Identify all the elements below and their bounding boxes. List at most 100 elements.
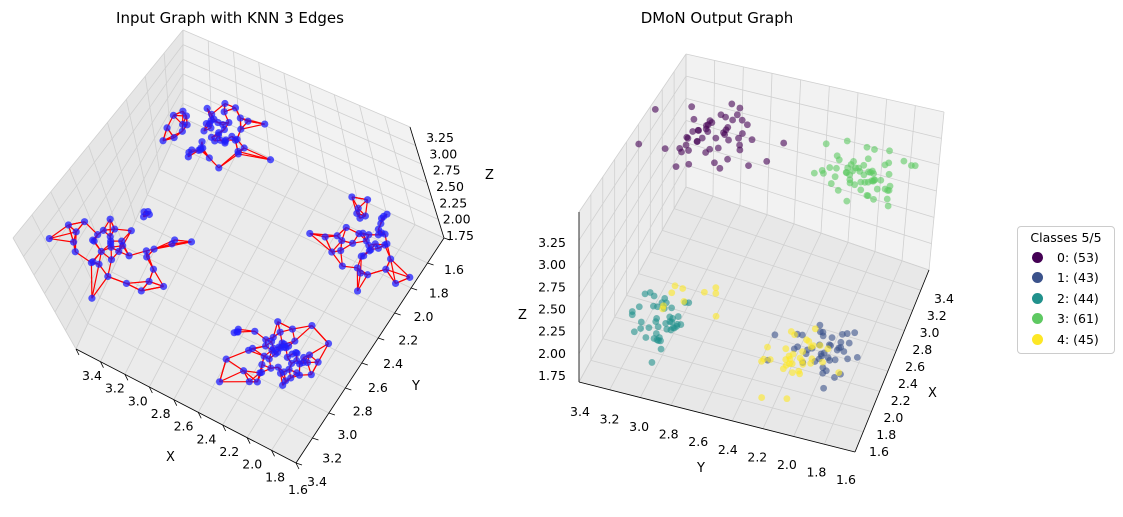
right-y-tick-label: 2.8	[659, 427, 679, 442]
scatter-point	[851, 329, 858, 336]
graph-node	[118, 238, 125, 245]
scatter-point	[865, 155, 872, 162]
graph-node	[179, 128, 186, 135]
scatter-point	[884, 187, 891, 194]
scatter-point	[729, 117, 736, 124]
left-y-tick	[378, 338, 384, 340]
scatter-point	[702, 149, 709, 156]
scatter-point	[672, 282, 679, 289]
graph-node	[406, 274, 413, 281]
scatter-point	[824, 345, 831, 352]
graph-node	[277, 370, 284, 377]
scatter-point	[749, 136, 756, 143]
left-y-tick-label: 3.4	[307, 474, 327, 489]
graph-node	[233, 136, 240, 143]
left-x-tick-label: 1.8	[265, 469, 285, 484]
scatter-point	[832, 173, 839, 180]
graph-node	[200, 127, 207, 134]
graph-node	[244, 118, 251, 125]
graph-node	[207, 124, 214, 131]
graph-node	[150, 246, 157, 253]
graph-node	[337, 247, 344, 254]
graph-node	[123, 280, 130, 287]
scatter-point	[839, 331, 846, 338]
scatter-point	[869, 168, 876, 175]
right-z-tick-label: 2.50	[538, 302, 566, 317]
graph-node	[251, 328, 258, 335]
graph-node	[115, 248, 122, 255]
left-chart-title: Input Graph with KNN 3 Edges	[116, 9, 344, 27]
left-x-tick-label: 3.2	[105, 381, 125, 396]
graph-node	[188, 238, 195, 245]
scatter-point	[728, 101, 735, 108]
scatter-point	[635, 141, 642, 148]
graph-node	[70, 239, 77, 246]
scatter-point	[745, 162, 752, 169]
scatter-point	[673, 163, 680, 170]
scatter-point	[874, 186, 881, 193]
graph-node	[254, 378, 261, 385]
left-z-tick-label: 3.00	[429, 146, 457, 161]
graph-node	[354, 287, 361, 294]
graph-node	[95, 261, 102, 268]
right-y-tick-label: 2.0	[777, 457, 797, 472]
scatter-point	[780, 140, 787, 147]
scatter-point	[844, 138, 851, 145]
scatter-point	[818, 350, 825, 357]
graph-node	[72, 248, 79, 255]
right-z-tick-label: 2.25	[538, 324, 566, 339]
graph-node	[392, 280, 399, 287]
scatter-point	[846, 340, 853, 347]
scatter-point	[666, 313, 673, 320]
scatter-point	[724, 124, 731, 131]
scatter-point	[716, 165, 723, 172]
scatter-point	[780, 365, 787, 372]
graph-node	[241, 144, 248, 151]
right-z-tick-label: 1.75	[538, 368, 566, 383]
graph-node	[138, 287, 145, 294]
scatter-point	[689, 128, 696, 135]
graph-node	[160, 283, 167, 290]
right-x-tick-label: 2.2	[891, 393, 911, 408]
scatter-point	[694, 138, 701, 145]
graph-node	[88, 259, 95, 266]
scatter-point	[725, 137, 732, 144]
graph-node	[325, 340, 332, 347]
graph-node	[204, 105, 211, 112]
right-y-tick-label: 2.4	[718, 442, 738, 457]
scatter-point	[835, 369, 842, 376]
left-y-tick-label: 3.0	[337, 427, 357, 442]
left-y-tick-label: 2.0	[414, 309, 434, 324]
scatter-point	[767, 356, 774, 363]
scatter-point	[739, 130, 746, 137]
graph-node	[322, 233, 329, 240]
graph-node	[216, 378, 223, 385]
graph-node	[246, 378, 253, 385]
legend-item: 1: (43)	[1024, 268, 1108, 289]
scatter-point	[884, 196, 891, 203]
right-z-tick-label: 3.25	[538, 235, 566, 250]
graph-node	[185, 153, 192, 160]
graph-node	[328, 248, 335, 255]
graph-node	[223, 356, 230, 363]
left-y-tick-label: 3.2	[322, 450, 342, 465]
graph-node	[150, 266, 157, 273]
graph-node	[387, 255, 394, 262]
scatter-point	[835, 345, 842, 352]
scatter-point	[787, 356, 794, 363]
scatter-point	[833, 165, 840, 172]
scatter-point	[758, 358, 765, 365]
graph-node	[171, 134, 178, 141]
graph-node	[308, 371, 315, 378]
scatter-point	[843, 198, 850, 205]
scatter-point	[864, 144, 871, 151]
scatter-point	[652, 106, 659, 113]
graph-node	[258, 361, 265, 368]
graph-node	[222, 136, 229, 143]
left-y-axis-label: Y	[411, 379, 420, 394]
scatter-point	[820, 329, 827, 336]
graph-node	[364, 196, 371, 203]
scatter-point	[795, 368, 802, 375]
scatter-point	[679, 285, 686, 292]
